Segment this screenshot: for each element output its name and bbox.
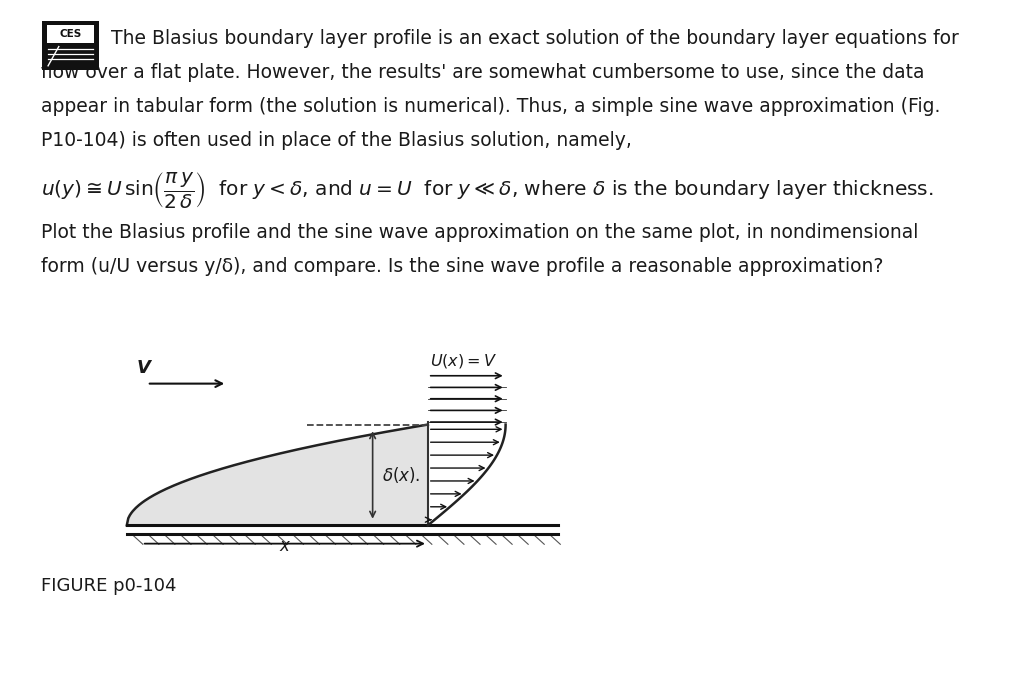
Text: Plot the Blasius profile and the sine wave approximation on the same plot, in no: Plot the Blasius profile and the sine wa… xyxy=(41,223,919,242)
Text: CES: CES xyxy=(59,29,82,39)
Text: appear in tabular form (the solution is numerical). Thus, a simple sine wave app: appear in tabular form (the solution is … xyxy=(41,97,940,116)
Text: $x$: $x$ xyxy=(279,537,291,556)
Text: V: V xyxy=(137,358,151,377)
Text: $\delta(x).$: $\delta(x).$ xyxy=(382,465,420,485)
Text: FIGURE p0-104: FIGURE p0-104 xyxy=(41,577,176,595)
Text: P10-104) is often used in place of the Blasius solution, namely,: P10-104) is often used in place of the B… xyxy=(41,131,632,150)
Text: The Blasius boundary layer profile is an exact solution of the boundary layer eq: The Blasius boundary layer profile is an… xyxy=(111,29,958,48)
Bar xyxy=(47,26,94,43)
Text: $u(y) \cong U\,\sin\!\left(\dfrac{\pi\,y}{2\,\delta}\right)$  for $y < \delta$, : $u(y) \cong U\,\sin\!\left(\dfrac{\pi\,y… xyxy=(41,170,934,210)
Text: $U(x) = V$: $U(x) = V$ xyxy=(430,352,498,371)
Text: flow over a flat plate. However, the results' are somewhat cumbersome to use, si: flow over a flat plate. However, the res… xyxy=(41,63,925,82)
Text: form (u/U versus y/δ), and compare. Is the sine wave profile a reasonable approx: form (u/U versus y/δ), and compare. Is t… xyxy=(41,256,884,275)
Polygon shape xyxy=(127,425,428,525)
